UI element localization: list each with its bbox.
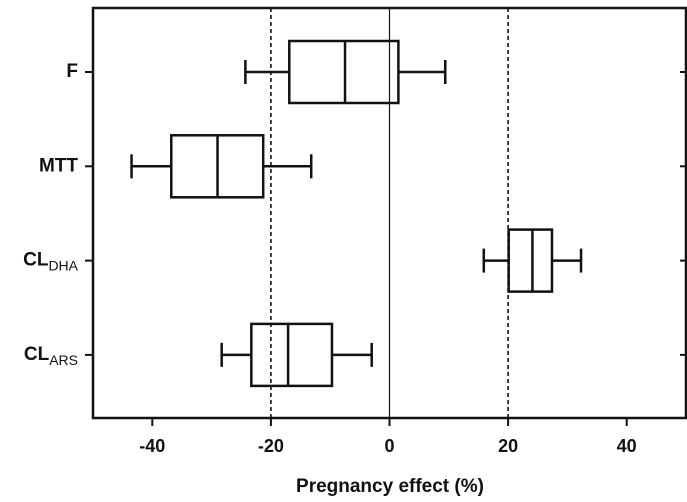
- category-name: F: [66, 61, 78, 82]
- x-tick-label: 0: [384, 436, 394, 456]
- x-tick-label: 20: [498, 436, 518, 456]
- box: [250, 322, 334, 388]
- x-axis-label: Pregnancy effect (%): [296, 476, 484, 497]
- x-tick-label: 40: [617, 436, 637, 456]
- y-tick-label: CLDHA: [23, 250, 79, 274]
- category-name: MTT: [39, 155, 78, 176]
- y-tick-label: MTT: [39, 155, 78, 176]
- y-tick-label: CLARS: [24, 344, 78, 368]
- category-name: CL: [23, 250, 49, 271]
- category-name: CL: [24, 344, 50, 365]
- y-tick-label: F: [66, 61, 78, 82]
- x-tick-label: -20: [258, 436, 284, 456]
- x-tick-label: -40: [139, 436, 165, 456]
- box: [507, 228, 554, 293]
- category-subscript: ARS: [49, 352, 78, 368]
- category-subscript: DHA: [48, 257, 78, 273]
